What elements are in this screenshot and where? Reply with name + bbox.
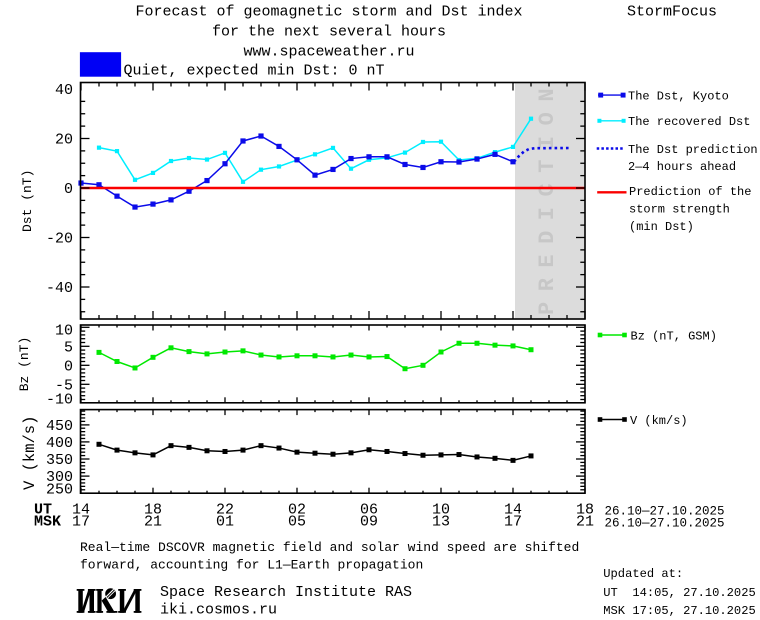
- svg-text:400: 400: [46, 435, 73, 452]
- svg-text:40: 40: [55, 82, 73, 99]
- svg-text:PREDICTION: PREDICTION: [535, 78, 560, 315]
- svg-text:22: 22: [216, 501, 234, 518]
- svg-text:UT 14:05, 27.10.2025: UT 14:05, 27.10.2025: [603, 586, 755, 600]
- svg-text:Real—time DSCOVR magnetic fiel: Real—time DSCOVR magnetic field and sola…: [80, 540, 579, 555]
- svg-text:09: 09: [360, 514, 378, 531]
- svg-text:21: 21: [144, 514, 162, 531]
- svg-text:MSK: MSK: [34, 514, 61, 531]
- svg-text:01: 01: [216, 514, 234, 531]
- svg-text:26.10—27.10.2025: 26.10—27.10.2025: [605, 504, 725, 518]
- svg-text:storm strength: storm strength: [629, 203, 730, 217]
- svg-text:20: 20: [55, 132, 73, 149]
- svg-text:350: 350: [46, 452, 73, 469]
- svg-text:17: 17: [72, 514, 90, 531]
- svg-text:Bz (nT): Bz (nT): [17, 337, 32, 392]
- svg-text:V (km/s): V (km/s): [630, 414, 688, 428]
- svg-text:-20: -20: [46, 231, 73, 248]
- svg-text:300: 300: [46, 469, 73, 486]
- svg-text:250: 250: [46, 481, 73, 498]
- svg-text:13: 13: [432, 514, 450, 531]
- svg-text:18: 18: [144, 501, 162, 518]
- svg-text:forward, accounting for L1—Ear: forward, accounting for L1—Earth propaga…: [80, 558, 423, 573]
- svg-text:26.10—27.10.2025: 26.10—27.10.2025: [605, 517, 725, 531]
- svg-text:450: 450: [46, 418, 73, 435]
- svg-text:10: 10: [432, 501, 450, 518]
- svg-text:The Dst prediction: The Dst prediction: [628, 143, 758, 157]
- svg-text:0: 0: [64, 181, 73, 198]
- svg-text:-10: -10: [46, 392, 73, 409]
- svg-text:MSK 17:05, 27.10.2025: MSK 17:05, 27.10.2025: [603, 604, 755, 618]
- svg-text:(min Dst): (min Dst): [629, 220, 694, 234]
- svg-text:Quiet, expected min Dst: 0 nT: Quiet, expected min Dst: 0 nT: [124, 63, 385, 80]
- svg-text:21: 21: [576, 514, 594, 531]
- svg-text:for the next several hours: for the next several hours: [212, 24, 446, 41]
- svg-text:Dst (nT): Dst (nT): [20, 170, 35, 232]
- svg-text:14: 14: [72, 501, 90, 518]
- svg-text:Forecast of geomagnetic storm: Forecast of geomagnetic storm and Dst in…: [135, 4, 522, 21]
- svg-text:14: 14: [504, 501, 522, 518]
- svg-text:05: 05: [288, 514, 306, 531]
- svg-text:StormFocus: StormFocus: [627, 4, 717, 21]
- svg-text:02: 02: [288, 501, 306, 518]
- svg-text:iki.cosmos.ru: iki.cosmos.ru: [160, 602, 277, 619]
- svg-text:06: 06: [360, 501, 378, 518]
- svg-text:18: 18: [576, 501, 594, 518]
- svg-text:0: 0: [64, 358, 73, 375]
- svg-text:-5: -5: [55, 377, 73, 394]
- svg-text:The recovered Dst: The recovered Dst: [628, 115, 750, 129]
- svg-text:-40: -40: [46, 280, 73, 297]
- svg-text:Prediction of the: Prediction of the: [629, 185, 751, 199]
- svg-text:Space Research Institute RAS: Space Research Institute RAS: [160, 584, 412, 601]
- svg-text:Bz (nT, GSM): Bz (nT, GSM): [631, 329, 717, 343]
- svg-text:2—4 hours ahead: 2—4 hours ahead: [628, 160, 736, 174]
- svg-text:5: 5: [64, 339, 73, 356]
- svg-text:The Dst, Kyoto: The Dst, Kyoto: [628, 90, 729, 104]
- svg-text:17: 17: [504, 514, 522, 531]
- svg-text:www.spaceweather.ru: www.spaceweather.ru: [243, 44, 414, 61]
- svg-text:V (km/s): V (km/s): [21, 416, 39, 490]
- svg-text:Updated at:: Updated at:: [603, 567, 683, 581]
- svg-text:UT: UT: [34, 501, 52, 518]
- svg-text:10: 10: [55, 322, 73, 339]
